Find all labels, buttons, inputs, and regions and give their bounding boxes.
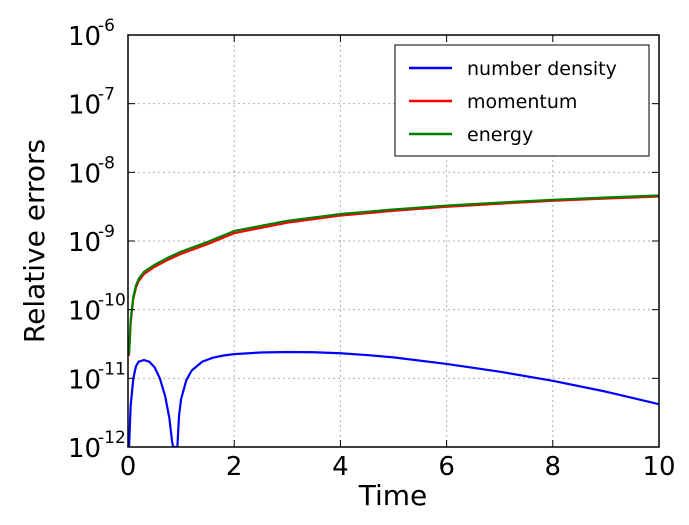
- legend-entry: momentum: [409, 91, 577, 113]
- legend: number density momentum energy: [394, 44, 650, 157]
- y-tick-base: 10: [68, 434, 101, 464]
- y-tick-base: 10: [68, 297, 101, 327]
- y-tick-base: 10: [68, 22, 101, 52]
- legend-entry: energy: [409, 124, 533, 146]
- y-tick-exponent: -12: [98, 428, 126, 448]
- y-tick-base: 10: [68, 91, 101, 121]
- x-tick-label: 2: [226, 452, 243, 482]
- legend-label: number density: [467, 58, 617, 80]
- x-tick-label: 8: [545, 452, 562, 482]
- y-tick-exponent: -9: [98, 222, 115, 242]
- series-line-energy: [128, 194, 659, 355]
- series-line-number-density: [128, 350, 659, 447]
- y-tick-exponent: -8: [98, 153, 115, 173]
- grid: [128, 35, 659, 447]
- y-tick-label: 10-10: [68, 291, 126, 327]
- y-tick-exponent: -10: [98, 291, 126, 311]
- y-tick-label: 10-9: [68, 222, 115, 258]
- y-tick-base: 10: [68, 228, 101, 258]
- y-tick-exponent: -11: [98, 359, 126, 379]
- x-tick-label: 10: [642, 452, 675, 482]
- x-tick-label: 4: [332, 452, 349, 482]
- y-tick-label: 10-11: [68, 359, 126, 395]
- legend-label: momentum: [467, 91, 577, 113]
- y-tick-base: 10: [68, 159, 101, 189]
- x-axis-label: Time: [358, 479, 428, 512]
- series-lines: [128, 194, 659, 447]
- y-tick-label: 10-12: [68, 428, 126, 464]
- legend-entry: number density: [409, 58, 617, 80]
- y-tick-base: 10: [68, 365, 101, 395]
- x-tick-label: 6: [438, 452, 455, 482]
- y-tick-label: 10-8: [68, 153, 115, 189]
- y-tick-label: 10-6: [68, 16, 115, 52]
- legend-label: energy: [467, 124, 533, 146]
- y-tick-exponent: -6: [98, 16, 115, 36]
- y-tick-label: 10-7: [68, 85, 115, 121]
- series-line-momentum: [128, 195, 659, 356]
- x-tick-label: 0: [120, 452, 137, 482]
- x-axis-ticks: 0 2 4 6 8 10: [120, 35, 676, 482]
- y-axis-label: Relative errors: [18, 139, 51, 343]
- y-tick-exponent: -7: [98, 85, 115, 105]
